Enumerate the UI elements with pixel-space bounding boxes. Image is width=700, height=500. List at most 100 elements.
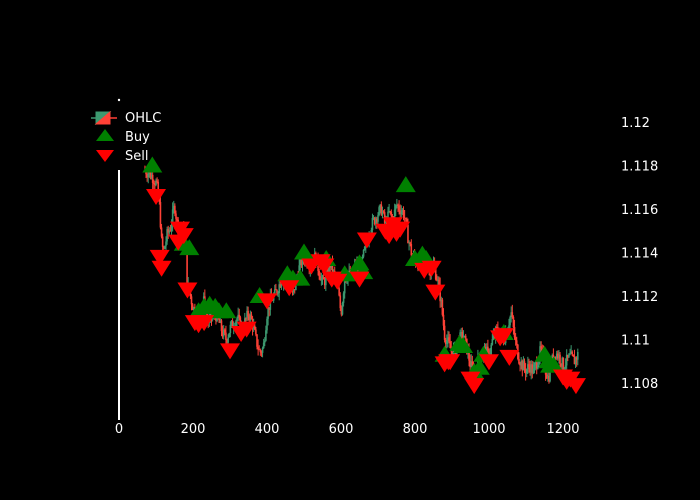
sell-marker — [464, 378, 485, 395]
candle-body — [398, 205, 400, 211]
candle-body — [189, 291, 192, 297]
sell-marker — [327, 273, 348, 290]
x-tick-label: 600 — [329, 422, 354, 437]
candle-body — [446, 340, 448, 345]
candle-body — [164, 246, 166, 249]
y-tick-label: 1.118 — [621, 160, 658, 175]
sell-marker — [220, 343, 240, 360]
candle-body — [256, 334, 258, 347]
candle-body — [533, 364, 536, 369]
candle-body — [265, 330, 267, 341]
candle-body — [380, 204, 383, 216]
y-tick-label: 1.114 — [621, 247, 658, 262]
candle-body — [228, 333, 231, 338]
candle-body — [273, 289, 276, 296]
candle-body — [372, 217, 375, 219]
candle-body — [469, 360, 471, 367]
candle-body — [321, 277, 324, 279]
candle-body — [378, 207, 380, 216]
candle-body — [545, 374, 548, 379]
sell-marker — [349, 271, 370, 288]
x-axis-ticks: 0 200 400 600 800 1000 1200 — [115, 422, 580, 437]
candle-body — [563, 368, 566, 370]
candle-body — [167, 229, 170, 233]
triangle-down-icon — [96, 150, 114, 162]
candle-body — [495, 327, 498, 329]
legend-item-ohlc[interactable]: OHLC — [91, 110, 161, 126]
candle-body — [532, 368, 535, 374]
candle-body — [377, 215, 379, 222]
sell-marker — [390, 221, 411, 238]
candle-body — [363, 246, 366, 250]
sell-marker — [565, 378, 586, 395]
candle-body — [323, 279, 326, 286]
legend-item-sell[interactable]: Sell — [96, 149, 148, 164]
candle-body — [160, 227, 163, 237]
candle-body — [168, 230, 171, 233]
candle-body — [571, 351, 574, 355]
candle-body — [318, 270, 320, 277]
candle-body — [521, 360, 524, 371]
candle-body — [528, 364, 530, 367]
candle-body — [534, 362, 537, 365]
candle-body — [320, 278, 323, 281]
candle-body — [222, 329, 225, 337]
candle-body — [267, 307, 269, 319]
legend[interactable]: OHLC Buy Sell — [91, 110, 161, 164]
sell-marker — [149, 249, 170, 266]
candle-body — [491, 339, 494, 345]
candle-body — [447, 337, 449, 341]
sell-marker — [356, 232, 377, 249]
candle-body — [513, 327, 516, 338]
candle-body — [166, 229, 168, 242]
legend-item-buy[interactable]: Buy — [96, 129, 150, 145]
candle-body — [229, 324, 232, 334]
candle-body — [564, 365, 567, 369]
legend-label-buy: Buy — [125, 130, 150, 145]
candle-body — [300, 257, 303, 265]
candle-body — [518, 358, 520, 364]
legend-label-ohlc: OHLC — [125, 111, 161, 126]
candle-body — [346, 281, 348, 283]
candle-body — [376, 218, 378, 222]
candle-body — [404, 218, 407, 219]
candle-body — [511, 312, 514, 317]
candle-body — [262, 342, 265, 349]
candle-body — [176, 218, 178, 220]
candle-body — [567, 354, 569, 358]
candle-body — [268, 307, 271, 310]
candle-body — [443, 325, 446, 340]
candle-body — [379, 204, 382, 208]
candle-body — [436, 279, 438, 281]
candle-body — [399, 210, 401, 215]
y-tick-label: 1.12 — [621, 116, 650, 131]
candle-body — [547, 375, 549, 379]
candle-body — [169, 230, 172, 232]
candle-body — [441, 299, 444, 315]
candle-body — [410, 243, 413, 256]
sell-marker — [493, 328, 514, 345]
candle-body — [577, 352, 579, 360]
candle-body — [393, 209, 396, 222]
buy-marker — [543, 356, 564, 373]
candle-body — [319, 276, 322, 281]
candle-body — [259, 349, 262, 353]
candle-body — [279, 284, 282, 288]
candle-body — [250, 314, 253, 319]
candle-body — [226, 339, 228, 343]
candle-body — [260, 352, 263, 353]
candle-body — [248, 316, 251, 321]
candle-body — [442, 314, 445, 326]
legend-label-sell: Sell — [125, 149, 148, 164]
candle-body — [568, 354, 570, 358]
candle-body — [258, 349, 261, 351]
candle-body — [523, 361, 526, 369]
candle-body — [520, 360, 522, 366]
candle-body — [362, 249, 365, 257]
axis-top-dot — [117, 98, 121, 102]
candle-body — [524, 368, 527, 374]
candle-body — [162, 246, 165, 249]
candle-body — [161, 236, 164, 247]
candle-body — [149, 171, 152, 179]
candle-body — [230, 320, 233, 325]
